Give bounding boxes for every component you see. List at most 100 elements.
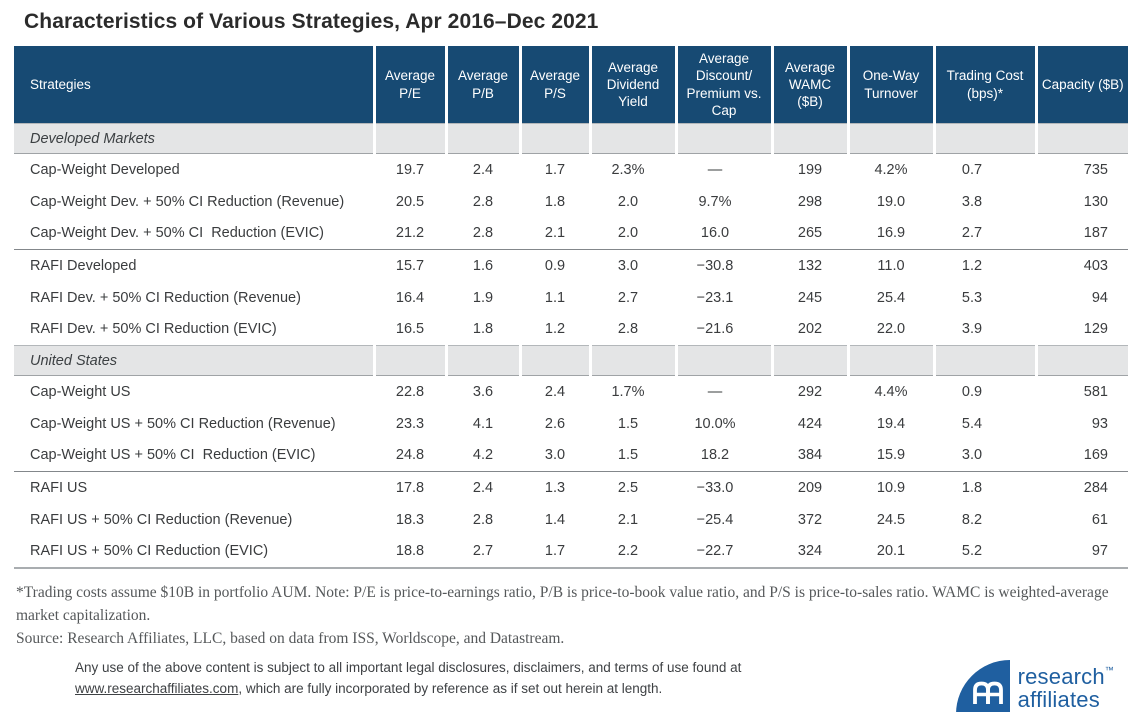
value-cell: 372 [797, 511, 823, 528]
value-cell: 3.0 [544, 447, 566, 464]
value-cell: 2.0 [617, 193, 639, 210]
logo-tm: ™ [1104, 665, 1114, 676]
value-cell: 245 [797, 289, 823, 306]
value-cell: 10.9 [848, 471, 934, 504]
section-cell [374, 345, 448, 377]
value-cell: −33.0 [676, 471, 772, 504]
value-cell: 298 [797, 193, 823, 210]
section-cell [520, 345, 592, 377]
section-cell [446, 123, 522, 155]
value-cell: 25.4 [876, 289, 906, 306]
value-cell: 324 [772, 535, 848, 569]
value-cell: 735 [1083, 161, 1108, 178]
value-cell: 2.4 [472, 161, 494, 178]
column-header-avg-pe: Average P/E [374, 46, 448, 124]
value-cell: 1.7 [544, 161, 566, 178]
value-cell: 199 [797, 161, 823, 178]
value-cell: −22.7 [676, 535, 772, 569]
value-cell: −30.8 [676, 249, 772, 282]
strategy-name: RAFI Dev. + 50% CI Reduction (EVIC) [30, 321, 277, 338]
disclaimer-after-link: , which are fully incorporated by refere… [238, 680, 663, 696]
value-cell: −21.6 [696, 321, 734, 338]
legal-footer: Any use of the above content is subject … [75, 658, 1114, 712]
section-cell [772, 345, 850, 377]
section-row: United States [14, 345, 1128, 377]
value-cell: 18.2 [700, 447, 730, 464]
value-cell: 129 [1083, 321, 1108, 338]
strategy-name: RAFI Dev. + 50% CI Reduction (Revenue) [30, 289, 301, 306]
strategy-name: RAFI Developed [14, 249, 374, 282]
section-cell [848, 123, 936, 155]
table-row: RAFI US + 50% CI Reduction (Revenue) 18.3… [14, 504, 1128, 536]
column-header-trading-cost: Trading Cost (bps)* [934, 46, 1038, 124]
value-cell: 1.8 [472, 321, 494, 338]
value-cell: 21.2 [395, 225, 425, 242]
value-cell: 2.1 [617, 511, 639, 528]
column-header-one-way-turnover: One-Way Turnover [848, 46, 936, 124]
table-row: Cap-Weight US + 50% CI Reduction (EVIC) 2… [14, 440, 1128, 472]
value-cell: 22.8 [395, 383, 425, 400]
logo-line2: affiliates [1017, 686, 1100, 712]
strategy-name: RAFI US [14, 471, 374, 504]
table-row: RAFI US 17.8 2.4 1.3 2.5 −33.0 209 10.9 1.8 284 [14, 471, 1128, 504]
value-cell: — [707, 161, 723, 178]
value-cell: 384 [797, 447, 823, 464]
value-cell: 2.4 [544, 383, 566, 400]
strategy-name: Cap-Weight Developed [30, 161, 180, 178]
section-cell [1036, 345, 1128, 377]
section-cell [676, 123, 774, 155]
value-cell: 2.8 [617, 321, 639, 338]
value-cell: 1.8 [934, 471, 1036, 504]
value-cell: 20.1 [848, 535, 934, 569]
value-cell: 130 [1083, 193, 1108, 210]
value-cell: 9.7% [698, 193, 732, 210]
table-row: Cap-Weight US 22.8 3.6 2.4 1.7% — 292 4.4% 0.9 58… [14, 376, 1128, 408]
value-cell: 20.5 [395, 193, 425, 210]
value-cell: 23.3 [395, 415, 425, 432]
value-cell: 16.0 [700, 225, 730, 242]
value-cell: 3.8 [961, 193, 983, 210]
value-cell: 61 [1091, 511, 1108, 528]
section-cell [848, 345, 936, 377]
value-cell: 16.9 [876, 225, 906, 242]
value-cell: 1.2 [544, 321, 566, 338]
value-cell: 265 [797, 225, 823, 242]
value-cell: 2.2 [590, 535, 676, 569]
value-cell: 19.0 [876, 193, 906, 210]
value-cell: 11.0 [848, 249, 934, 282]
value-cell: 581 [1083, 383, 1108, 400]
table-row: RAFI Dev. + 50% CI Reduction (Revenue) 16… [14, 282, 1128, 314]
value-cell: 403 [1036, 249, 1128, 282]
value-cell: 1.4 [544, 511, 566, 528]
value-cell: 2.1 [544, 225, 566, 242]
value-cell: 2.7 [446, 535, 520, 569]
value-cell: 4.4% [874, 383, 908, 400]
value-cell: 292 [797, 383, 823, 400]
value-cell: 2.5 [590, 471, 676, 504]
strategy-name: Cap-Weight Dev. + 50% CI Reduction (Reve… [30, 193, 345, 210]
table-row: RAFI US + 50% CI Reduction (EVIC) 18.8 2.7… [14, 535, 1128, 569]
value-cell: 1.5 [617, 415, 639, 432]
disclaimer-link[interactable]: www.researchaffiliates.com [75, 680, 239, 696]
table-row: RAFI Developed 15.7 1.6 0.9 3.0 −30.8 132 11.0 1… [14, 249, 1128, 282]
value-cell: 284 [1036, 471, 1128, 504]
value-cell: 187 [1083, 225, 1108, 242]
table-row: Cap-Weight Developed 19.7 2.4 1.7 2.3% — 199 4.… [14, 154, 1128, 186]
value-cell: 1.3 [520, 471, 590, 504]
value-cell: 0.7 [961, 161, 983, 178]
disclaimer-text: Any use of the above content is subject … [75, 658, 747, 699]
value-cell: −25.4 [696, 511, 734, 528]
strategy-name: Cap-Weight US [30, 383, 131, 400]
value-cell: 132 [772, 249, 848, 282]
value-cell: 5.4 [961, 415, 983, 432]
value-cell: 16.5 [395, 321, 425, 338]
value-cell: 5.3 [961, 289, 983, 306]
value-cell: 8.2 [961, 511, 983, 528]
section-cell [590, 345, 678, 377]
section-cell [446, 345, 522, 377]
table-row: Cap-Weight Dev. + 50% CI Reduction (Reve… [14, 186, 1128, 218]
section-cell [520, 123, 592, 155]
value-cell: 2.8 [472, 193, 494, 210]
column-header-avg-dividend-yield: Average Dividend Yield [590, 46, 678, 124]
value-cell: 19.7 [395, 161, 425, 178]
